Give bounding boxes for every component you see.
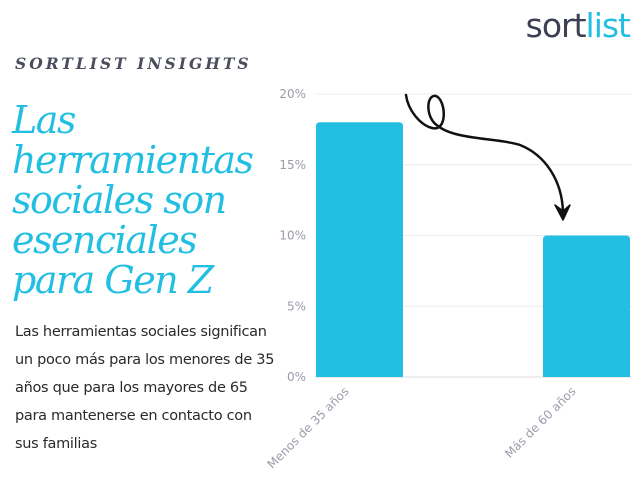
x-tick-label: Menos de 35 años <box>265 384 352 471</box>
logo-accent-part: list <box>585 6 631 45</box>
y-tick-label: 0% <box>287 370 306 384</box>
logo-dark-part: sort <box>525 6 587 45</box>
headline: Las herramientas sociales son esenciales… <box>12 98 254 302</box>
y-tick-label: 5% <box>287 299 306 313</box>
y-tick-label: 15% <box>279 158 306 172</box>
y-tick-label: 20% <box>279 87 306 101</box>
x-tick-label: Más de 60 años <box>502 384 579 461</box>
bar <box>543 235 630 377</box>
annotation-arrow <box>404 93 565 214</box>
sortlist-logo: sortlist <box>525 6 631 45</box>
body-text: Las herramientas sociales significan un … <box>15 324 275 452</box>
bar <box>316 122 403 377</box>
kicker: SORTLIST INSIGHTS <box>15 54 252 73</box>
y-tick-label: 10% <box>279 229 306 243</box>
arrow-head-icon <box>554 204 571 221</box>
